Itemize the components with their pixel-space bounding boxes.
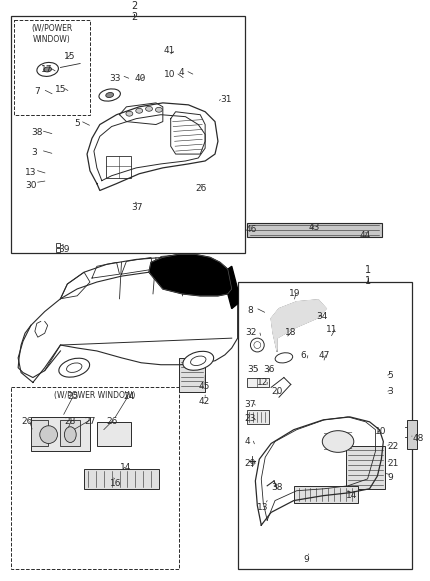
- Text: 9: 9: [304, 555, 309, 564]
- Text: 10: 10: [375, 426, 387, 436]
- Text: 11: 11: [326, 325, 338, 334]
- Text: 44: 44: [360, 231, 371, 240]
- Polygon shape: [149, 254, 232, 296]
- Text: 8: 8: [248, 306, 253, 315]
- Text: 16: 16: [110, 479, 121, 488]
- FancyBboxPatch shape: [294, 486, 358, 503]
- Text: (W/POWER WINDOW): (W/POWER WINDOW): [54, 392, 135, 400]
- Text: 35: 35: [248, 365, 259, 374]
- Text: 34: 34: [316, 311, 328, 321]
- FancyBboxPatch shape: [178, 358, 205, 392]
- Text: 40: 40: [134, 74, 146, 83]
- FancyBboxPatch shape: [61, 420, 80, 446]
- Ellipse shape: [156, 107, 163, 112]
- FancyBboxPatch shape: [97, 422, 131, 446]
- FancyBboxPatch shape: [31, 420, 48, 446]
- Text: 48: 48: [413, 433, 424, 443]
- Text: 38: 38: [271, 483, 283, 492]
- Text: 15: 15: [55, 85, 66, 94]
- Text: 1: 1: [365, 276, 371, 286]
- Text: 3: 3: [387, 388, 393, 396]
- Text: 18: 18: [285, 328, 296, 338]
- Text: 23: 23: [245, 414, 256, 423]
- Ellipse shape: [146, 106, 153, 111]
- Text: 29: 29: [245, 459, 256, 468]
- Text: 4: 4: [245, 436, 250, 446]
- Text: 2: 2: [131, 12, 138, 22]
- Text: 26: 26: [195, 184, 207, 193]
- Ellipse shape: [322, 431, 354, 453]
- Text: 17: 17: [41, 66, 52, 74]
- Polygon shape: [228, 266, 238, 309]
- Text: 37: 37: [131, 203, 143, 212]
- Text: 4: 4: [178, 69, 184, 77]
- Text: 46: 46: [246, 225, 257, 234]
- Text: 47: 47: [318, 351, 330, 360]
- Text: 14: 14: [120, 463, 131, 472]
- Ellipse shape: [126, 111, 133, 116]
- FancyBboxPatch shape: [248, 410, 269, 424]
- FancyBboxPatch shape: [31, 417, 90, 451]
- Text: 5: 5: [74, 119, 80, 128]
- Text: 10: 10: [164, 70, 175, 80]
- Text: 3: 3: [31, 148, 37, 157]
- Text: 38: 38: [31, 128, 43, 138]
- Text: 14: 14: [346, 491, 357, 500]
- Polygon shape: [271, 300, 326, 351]
- Ellipse shape: [183, 352, 214, 370]
- Text: 20: 20: [271, 388, 283, 396]
- Text: 43: 43: [308, 223, 320, 232]
- Text: 25: 25: [68, 392, 79, 401]
- Text: 37: 37: [245, 400, 256, 409]
- Text: 21: 21: [387, 459, 399, 468]
- Text: 6: 6: [301, 351, 307, 360]
- Ellipse shape: [64, 426, 76, 443]
- Ellipse shape: [67, 363, 82, 372]
- Text: 24: 24: [123, 392, 135, 401]
- Text: 19: 19: [289, 289, 300, 298]
- Text: 15: 15: [64, 52, 76, 60]
- FancyBboxPatch shape: [346, 446, 385, 489]
- FancyBboxPatch shape: [248, 378, 269, 388]
- Text: 9: 9: [387, 473, 393, 482]
- Text: 26: 26: [107, 417, 118, 426]
- Text: 36: 36: [263, 365, 275, 374]
- Text: 33: 33: [110, 74, 121, 83]
- Text: 30: 30: [25, 181, 37, 189]
- Ellipse shape: [106, 92, 114, 98]
- Text: 22: 22: [387, 442, 399, 450]
- Ellipse shape: [136, 108, 143, 113]
- Text: 45: 45: [198, 382, 210, 392]
- Text: 39: 39: [58, 245, 70, 254]
- Ellipse shape: [40, 426, 58, 443]
- Text: 32: 32: [246, 328, 257, 338]
- Text: 13: 13: [25, 168, 37, 177]
- Text: (W/POWER
WINDOW): (W/POWER WINDOW): [31, 24, 72, 44]
- Text: 42: 42: [198, 397, 209, 406]
- Text: 27: 27: [84, 417, 95, 426]
- Ellipse shape: [44, 67, 52, 72]
- Text: 26: 26: [21, 417, 32, 426]
- Text: 1: 1: [365, 265, 371, 275]
- Text: 7: 7: [34, 87, 40, 96]
- FancyBboxPatch shape: [407, 420, 417, 449]
- Text: 5: 5: [387, 371, 393, 379]
- FancyBboxPatch shape: [248, 223, 382, 237]
- Text: 12: 12: [257, 378, 269, 386]
- Ellipse shape: [190, 356, 206, 365]
- Text: 31: 31: [220, 95, 231, 104]
- FancyBboxPatch shape: [84, 469, 159, 489]
- Ellipse shape: [59, 358, 89, 377]
- Text: 28: 28: [64, 417, 76, 426]
- Text: 41: 41: [164, 46, 175, 55]
- Text: 13: 13: [257, 503, 269, 511]
- Text: 2: 2: [131, 1, 138, 12]
